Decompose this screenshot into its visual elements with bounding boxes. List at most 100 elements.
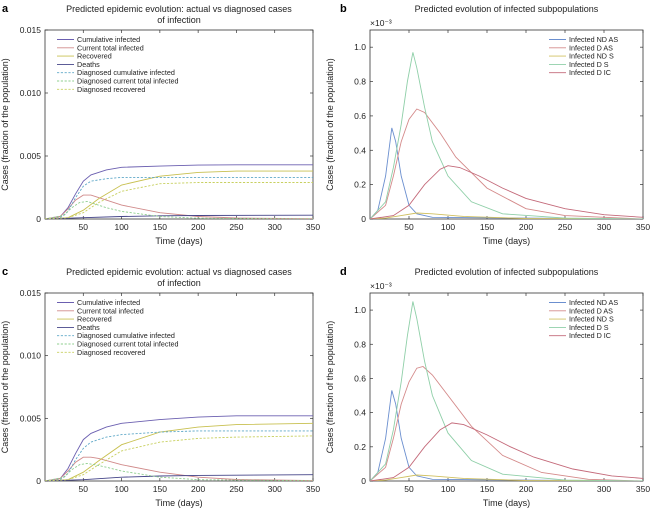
legend-label: Recovered: [77, 315, 112, 324]
legend-label: Deaths: [77, 60, 100, 69]
y-multiplier: ×10⁻³: [370, 281, 392, 291]
legend-label: Diagnosed current total infected: [77, 340, 179, 349]
x-tick-label: 50: [79, 484, 89, 494]
series-line: [45, 170, 313, 219]
x-tick-label: 150: [480, 484, 494, 494]
y-tick-label: 0.010: [20, 351, 42, 361]
series-line: [45, 422, 313, 481]
series-line: [45, 435, 313, 481]
series-line: [370, 301, 643, 481]
x-tick-label: 200: [519, 222, 533, 232]
x-tick-label: 300: [268, 484, 282, 494]
y-axis-label: Cases (fraction of the population): [0, 58, 10, 191]
y-tick-label: 1.0: [354, 305, 366, 315]
y-tick-label: 0.6: [354, 111, 366, 121]
legend-label: Diagnosed recovered: [77, 348, 145, 357]
series-line: [45, 214, 313, 219]
legend-label: Infected ND S: [569, 52, 614, 61]
series-line: [370, 212, 643, 219]
x-axis-label: Time (days): [155, 498, 202, 508]
series-line: [45, 200, 313, 219]
legend-label: Current total infected: [77, 306, 144, 315]
x-tick-label: 100: [441, 222, 455, 232]
legend-label: Diagnosed cumulative infected: [77, 68, 175, 77]
legend-label: Infected D S: [569, 323, 609, 332]
x-tick-label: 100: [114, 222, 128, 232]
panel-b: b Predicted evolution of infected subpopu…: [325, 3, 650, 246]
y-tick-label: 0.4: [354, 145, 366, 155]
y-multiplier: ×10⁻³: [370, 18, 392, 28]
legend-label: Infected ND AS: [569, 298, 618, 307]
series-line: [370, 366, 643, 481]
x-tick-label: 250: [229, 484, 243, 494]
plot-area: [44, 29, 314, 220]
chart-title: of infection: [157, 15, 201, 25]
x-axis-label: Time (days): [483, 498, 530, 508]
panel-letter: d: [340, 266, 347, 278]
x-tick-label: 300: [597, 484, 611, 494]
panel-d: d Predicted evolution of infected subpopu…: [325, 266, 650, 508]
series-line: [45, 463, 313, 481]
legend-label: Infected ND AS: [569, 35, 618, 44]
chart-title: Predicted epidemic evolution: actual vs …: [66, 4, 292, 14]
series-line: [370, 390, 643, 481]
x-axis-label: Time (days): [155, 236, 202, 246]
legend-label: Diagnosed recovered: [77, 85, 145, 94]
legend-label: Cumulative infected: [77, 35, 140, 44]
x-tick-label: 200: [519, 484, 533, 494]
y-tick-label: 0.010: [20, 88, 42, 98]
x-tick-label: 100: [114, 484, 128, 494]
y-tick-label: 1.0: [354, 42, 366, 52]
panel-letter: a: [2, 3, 9, 15]
chart-title: of infection: [157, 278, 201, 288]
legend-label: Diagnosed cumulative infected: [77, 331, 175, 340]
plot-area: [369, 29, 644, 220]
legend-label: Cumulative infected: [77, 298, 140, 307]
chart-title: Predicted evolution of infected subpopul…: [415, 4, 599, 14]
x-tick-label: 150: [153, 222, 167, 232]
legend-label: Deaths: [77, 323, 100, 332]
x-tick-label: 300: [268, 222, 282, 232]
x-tick-label: 350: [636, 484, 650, 494]
y-tick-label: 0.6: [354, 373, 366, 383]
panel-letter: c: [2, 266, 8, 278]
series-line: [370, 474, 643, 481]
series-line: [45, 164, 313, 219]
y-tick-label: 0.8: [354, 339, 366, 349]
x-tick-label: 50: [79, 222, 89, 232]
x-tick-label: 250: [558, 484, 572, 494]
y-axis-label: Cases (fraction of the population): [325, 58, 335, 191]
legend-label: Infected D IC: [569, 331, 611, 340]
series-line: [45, 182, 313, 219]
y-tick-label: 0.015: [20, 288, 42, 298]
panel-a: a Predicted epidemic evolution: actual vs…: [0, 3, 320, 246]
plot-area: [369, 292, 644, 482]
series-line: [370, 108, 643, 219]
x-tick-label: 50: [404, 484, 414, 494]
x-tick-label: 200: [191, 484, 205, 494]
panel-c: c Predicted epidemic evolution: actual vs…: [0, 266, 320, 508]
x-tick-label: 350: [306, 484, 320, 494]
legend-label: Diagnosed current total infected: [77, 77, 179, 86]
y-tick-label: 0.015: [20, 25, 42, 35]
series-line: [370, 52, 643, 219]
series-line: [370, 127, 643, 219]
y-tick-label: 0.2: [354, 180, 366, 190]
x-axis-label: Time (days): [483, 236, 530, 246]
y-tick-label: 0: [361, 214, 366, 224]
y-tick-label: 0: [361, 476, 366, 486]
y-tick-label: 0.8: [354, 77, 366, 87]
chart-title: Predicted epidemic evolution: actual vs …: [66, 267, 292, 277]
x-tick-label: 150: [480, 222, 494, 232]
y-tick-label: 0.005: [20, 151, 42, 161]
series-line: [45, 176, 313, 219]
y-tick-label: 0.4: [354, 408, 366, 418]
x-tick-label: 350: [636, 222, 650, 232]
x-tick-label: 300: [597, 222, 611, 232]
x-tick-label: 100: [441, 484, 455, 494]
